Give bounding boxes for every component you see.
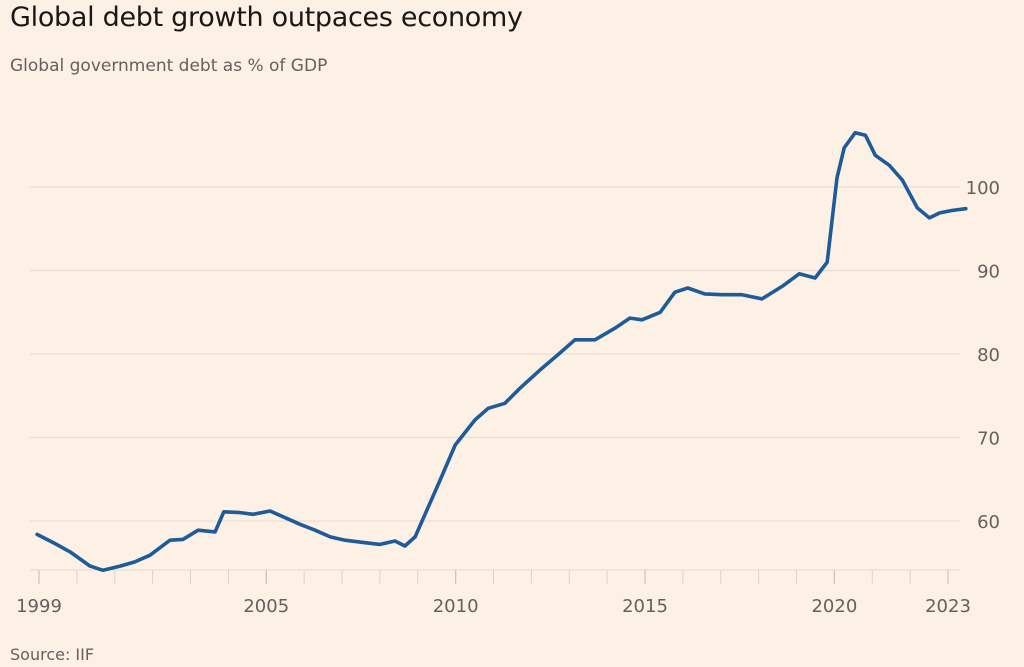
- chart-subtitle: Global government debt as % of GDP: [10, 56, 328, 76]
- x-tick-label-2023: 2023: [925, 596, 971, 617]
- x-tick-label-2005: 2005: [243, 596, 289, 617]
- y-tick-label-90: 90: [977, 262, 1000, 283]
- tick-labels: 60 70 80 90 100 1999 2005 2010 2015 2020 2023: [16, 178, 1000, 617]
- x-tick-label-2015: 2015: [622, 596, 668, 617]
- gridlines: [30, 186, 960, 522]
- chart-title: Global debt growth outpaces economy: [10, 2, 523, 33]
- x-tick-label-2020: 2020: [811, 596, 857, 617]
- y-tick-label-100: 100: [966, 178, 1000, 199]
- y-tick-label-80: 80: [977, 345, 1000, 366]
- x-axis: [30, 569, 960, 584]
- source-note: Source: IIF: [10, 645, 95, 664]
- series-line-0: [35, 130, 968, 573]
- y-tick-label-60: 60: [977, 512, 1000, 533]
- series-layer: [35, 130, 968, 573]
- x-tick-label-2010: 2010: [433, 596, 479, 617]
- y-tick-label-70: 70: [977, 429, 1000, 450]
- x-tick-label-1999: 1999: [16, 596, 62, 617]
